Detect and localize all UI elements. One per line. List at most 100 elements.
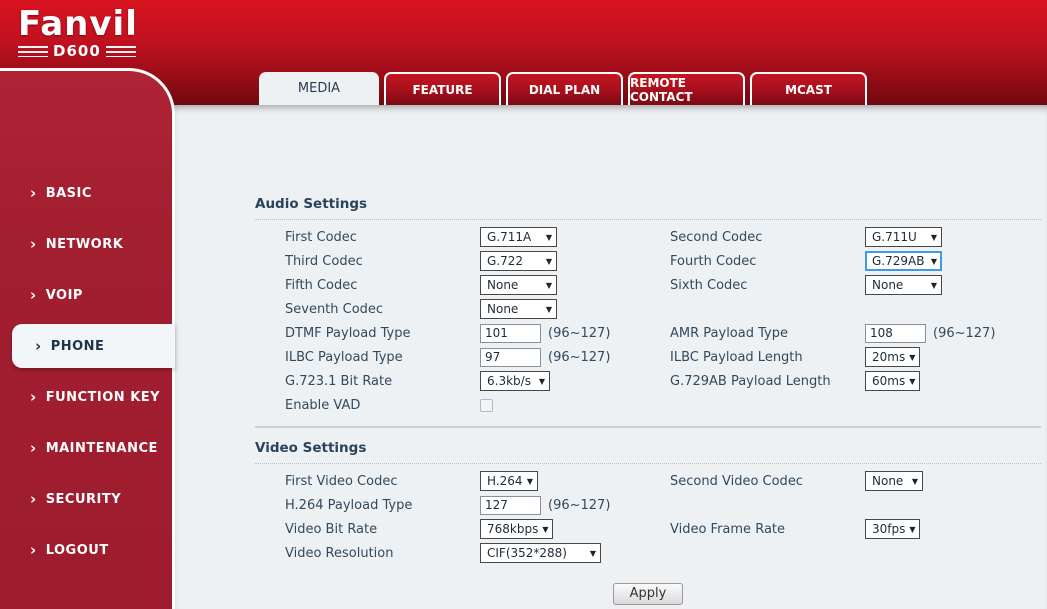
sidebar-item-label: LOGOUT [45, 542, 109, 558]
dropdown-arrow-icon: ▼ [538, 376, 545, 386]
form-row: ILBC Payload Type (96~127) ILBC Payload … [285, 345, 1041, 369]
tab-media[interactable]: MEDIA [259, 72, 379, 105]
sidebar-item-label: SECURITY [45, 491, 122, 507]
chevron-right-icon: › [30, 540, 37, 559]
sidebar-item-network[interactable]: › NETWORK [0, 222, 175, 266]
second-codec-label: Second Codec [670, 229, 763, 245]
tab-feature[interactable]: FEATURE [384, 72, 501, 105]
first-video-codec-select[interactable]: H.264 ▼ [480, 471, 538, 491]
form-row: Third Codec G.722 ▼ Fourth Codec G.729AB… [285, 249, 1041, 273]
h264-payload-type-input[interactable] [480, 495, 541, 515]
dropdown-arrow-icon: ▼ [930, 232, 937, 242]
h264-payload-type-label: H.264 Payload Type [285, 497, 413, 513]
media-settings-form: Audio Settings First Codec G.711A ▼ Seco… [255, 193, 1041, 605]
logo-stripe-left [18, 45, 48, 57]
sidebar-item-label: BASIC [45, 185, 92, 201]
select-value: 768kbps [487, 522, 539, 536]
select-value: 30fps [872, 522, 906, 536]
video-frame-rate-select[interactable]: 30fps ▼ [865, 519, 920, 539]
logo-stripe-right [105, 45, 136, 57]
select-value: 60ms [872, 374, 906, 388]
chevron-right-icon: › [30, 234, 37, 253]
video-settings-title: Video Settings [255, 437, 1041, 464]
sixth-codec-select[interactable]: None ▼ [865, 275, 942, 295]
sidebar-item-label: FUNCTION KEY [45, 389, 161, 405]
dtmf-payload-type-label: DTMF Payload Type [285, 325, 411, 341]
video-bit-rate-select[interactable]: 768kbps ▼ [480, 519, 553, 539]
form-row: First Codec G.711A ▼ Second Codec G.711U… [285, 225, 1041, 249]
first-codec-select[interactable]: G.711A ▼ [480, 227, 557, 247]
dropdown-arrow-icon: ▼ [542, 524, 549, 534]
sidebar-item-logout[interactable]: › LOGOUT [0, 528, 175, 572]
ilbc-payload-length-label: ILBC Payload Length [670, 349, 803, 365]
apply-button[interactable]: Apply [613, 582, 683, 605]
form-row: G.723.1 Bit Rate 6.3kb/s ▼ G.729AB Paylo… [285, 369, 1041, 393]
third-codec-select[interactable]: G.722 ▼ [480, 251, 557, 271]
select-value: None [487, 302, 519, 316]
amr-payload-type-input[interactable] [865, 323, 926, 343]
sidebar-item-security[interactable]: › SECURITY [0, 477, 175, 521]
select-value: G.711A [487, 230, 532, 244]
sixth-codec-label: Sixth Codec [670, 277, 748, 293]
select-value: 6.3kb/s [487, 374, 531, 388]
chevron-right-icon: › [35, 336, 42, 355]
g729ab-payload-length-select[interactable]: 60ms ▼ [865, 371, 920, 391]
ilbc-payload-type-input[interactable] [480, 347, 541, 367]
ilbc-payload-length-select[interactable]: 20ms ▼ [865, 347, 920, 367]
enable-vad-checkbox[interactable] [480, 398, 493, 412]
select-value: H.264 [487, 474, 523, 488]
fourth-codec-select[interactable]: G.729AB ▼ [865, 251, 942, 271]
audio-settings-rows: First Codec G.711A ▼ Second Codec G.711U… [255, 225, 1041, 417]
dropdown-arrow-icon: ▼ [909, 376, 916, 386]
form-row: DTMF Payload Type (96~127) AMR Payload T… [285, 321, 1041, 345]
range-hint: (96~127) [933, 325, 996, 341]
video-bit-rate-label: Video Bit Rate [285, 521, 378, 537]
logo-model-row: D600 [18, 42, 168, 60]
video-frame-rate-label: Video Frame Rate [670, 521, 786, 537]
select-value: 20ms [872, 350, 906, 364]
second-video-codec-select[interactable]: None ▼ [865, 471, 923, 491]
dropdown-arrow-icon: ▼ [930, 256, 937, 266]
g7231-bit-rate-select[interactable]: 6.3kb/s ▼ [480, 371, 550, 391]
tab-mcast[interactable]: MCAST [750, 72, 867, 105]
dropdown-arrow-icon: ▼ [545, 232, 552, 242]
dropdown-arrow-icon: ▼ [545, 256, 552, 266]
dtmf-payload-type-input[interactable] [480, 323, 541, 343]
video-settings-rows: First Video Codec H.264 ▼ Second Video C… [255, 469, 1041, 565]
video-resolution-select[interactable]: CIF(352*288) ▼ [480, 543, 601, 563]
chevron-right-icon: › [30, 285, 37, 304]
select-value: None [487, 278, 519, 292]
dropdown-arrow-icon: ▼ [526, 476, 533, 486]
second-video-codec-label: Second Video Codec [670, 473, 803, 489]
form-row: First Video Codec H.264 ▼ Second Video C… [285, 469, 1041, 493]
sidebar-item-label: VOIP [45, 287, 83, 303]
g7231-bit-rate-label: G.723.1 Bit Rate [285, 373, 393, 389]
sidebar-item-maintenance[interactable]: › MAINTENANCE [0, 426, 175, 470]
ilbc-payload-type-label: ILBC Payload Type [285, 349, 403, 365]
seventh-codec-select[interactable]: None ▼ [480, 299, 557, 319]
chevron-right-icon: › [30, 183, 37, 202]
form-row: Enable VAD [285, 393, 1041, 417]
select-value: None [872, 278, 904, 292]
second-codec-select[interactable]: G.711U ▼ [865, 227, 942, 247]
dropdown-arrow-icon: ▼ [909, 524, 916, 534]
dropdown-arrow-icon: ▼ [589, 548, 596, 558]
sidebar-item-label: MAINTENANCE [45, 440, 158, 456]
tab-remote-contact[interactable]: REMOTE CONTACT [628, 72, 745, 105]
audio-settings-title: Audio Settings [255, 193, 1041, 220]
select-value: CIF(352*288) [487, 546, 567, 560]
dropdown-arrow-icon: ▼ [545, 304, 552, 314]
dropdown-arrow-icon: ▼ [930, 280, 937, 290]
sidebar-item-basic[interactable]: › BASIC [0, 171, 175, 215]
sidebar-nav: › BASIC › NETWORK › VOIP › PHONE › FUNCT… [0, 171, 175, 579]
chevron-right-icon: › [30, 438, 37, 457]
sidebar-item-label: PHONE [50, 338, 105, 354]
sidebar-item-function-key[interactable]: › FUNCTION KEY [0, 375, 175, 419]
fifth-codec-select[interactable]: None ▼ [480, 275, 557, 295]
sidebar-item-voip[interactable]: › VOIP [0, 273, 175, 317]
tab-bar: MEDIA FEATURE DIAL PLAN REMOTE CONTACT M… [259, 72, 867, 105]
form-row: Fifth Codec None ▼ Sixth Codec None ▼ [285, 273, 1041, 297]
tab-dial-plan[interactable]: DIAL PLAN [506, 72, 623, 105]
sidebar-item-phone[interactable]: › PHONE [12, 324, 175, 368]
range-hint: (96~127) [548, 325, 611, 341]
